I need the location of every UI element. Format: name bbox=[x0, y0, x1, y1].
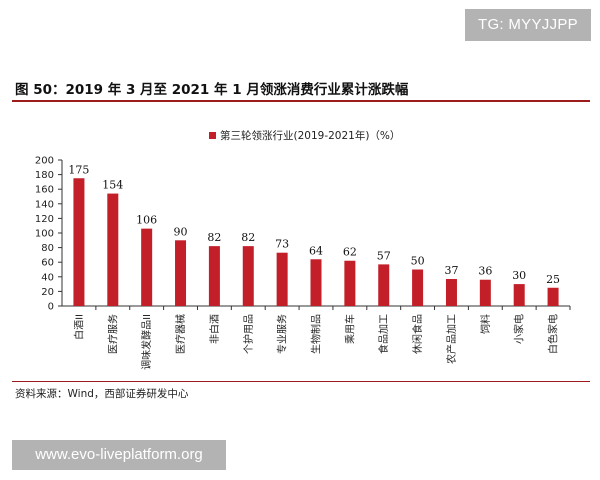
category-label: 休闲食品 bbox=[411, 314, 424, 354]
data-label: 90 bbox=[174, 225, 188, 238]
bar bbox=[141, 228, 153, 306]
data-label: 106 bbox=[136, 214, 157, 227]
source-note: 资料来源：Wind，西部证券研发中心 bbox=[15, 388, 189, 400]
data-label: 73 bbox=[275, 238, 289, 251]
data-label: 25 bbox=[546, 273, 560, 286]
y-tick-label: 180 bbox=[35, 170, 54, 181]
bar bbox=[310, 259, 322, 306]
y-tick-label: 200 bbox=[35, 156, 54, 167]
data-label: 62 bbox=[343, 246, 357, 259]
bar bbox=[175, 240, 187, 306]
bars bbox=[73, 178, 559, 306]
data-label: 82 bbox=[207, 231, 221, 244]
y-tick-label: 40 bbox=[41, 272, 54, 283]
title-divider bbox=[12, 100, 590, 102]
bar bbox=[513, 284, 525, 306]
bar bbox=[107, 193, 119, 306]
bar bbox=[73, 178, 85, 306]
y-tick-label: 0 bbox=[48, 302, 54, 313]
bar bbox=[276, 252, 288, 306]
category-label: 白色家电 bbox=[547, 314, 560, 354]
legend: 第三轮领涨行业(2019-2021年)（%） bbox=[209, 129, 400, 142]
legend-swatch bbox=[209, 132, 216, 139]
data-label: 64 bbox=[309, 244, 323, 257]
category-label: 专业服务 bbox=[276, 314, 289, 354]
watermark-bottom: www.evo-liveplatform.org bbox=[12, 440, 226, 470]
bar bbox=[479, 279, 491, 306]
source-divider bbox=[12, 381, 590, 382]
bar bbox=[412, 269, 424, 306]
legend-label: 第三轮领涨行业(2019-2021年)（%） bbox=[220, 129, 400, 142]
y-tick-label: 80 bbox=[41, 243, 54, 254]
category-label: 乘用车 bbox=[343, 314, 356, 344]
data-label: 175 bbox=[68, 163, 89, 176]
category-label: 个护用品 bbox=[242, 314, 255, 354]
bar bbox=[547, 287, 559, 306]
data-label: 50 bbox=[411, 255, 425, 268]
category-labels: 白酒II 医疗服务 调味发酵品II 医疗器械 非白酒 个护用品 专业服务 生物制品 乘用车 食品加… bbox=[72, 314, 559, 370]
figure-title: 图 50：2019 年 3 月至 2021 年 1 月领涨消费行业累计涨跌幅 bbox=[15, 82, 409, 98]
category-label: 非白酒 bbox=[208, 314, 221, 344]
y-tick-label: 60 bbox=[41, 258, 54, 269]
data-label: 57 bbox=[377, 249, 391, 262]
data-label: 154 bbox=[102, 179, 123, 192]
y-tick-label: 120 bbox=[35, 214, 54, 225]
category-label: 医疗服务 bbox=[106, 314, 119, 354]
data-label: 36 bbox=[478, 265, 492, 278]
y-tick-label: 140 bbox=[35, 199, 54, 210]
category-label: 白酒II bbox=[72, 314, 85, 340]
category-label: 生物制品 bbox=[310, 314, 323, 354]
category-label: 小家电 bbox=[513, 314, 526, 344]
category-label: 食品加工 bbox=[377, 314, 390, 354]
bar bbox=[242, 246, 254, 306]
category-label: 饲料 bbox=[479, 314, 492, 334]
bar bbox=[344, 260, 356, 306]
y-tick-label: 160 bbox=[35, 185, 54, 196]
y-tick-label: 20 bbox=[41, 287, 54, 298]
bar bbox=[208, 246, 220, 306]
bar bbox=[445, 278, 457, 306]
bar bbox=[378, 264, 390, 306]
category-label: 调味发酵品II bbox=[140, 314, 153, 370]
watermark-top: TG: MYYJJPP bbox=[465, 9, 591, 41]
y-tick-label: 100 bbox=[35, 229, 54, 240]
data-label: 37 bbox=[444, 264, 458, 277]
data-label: 30 bbox=[512, 269, 526, 282]
data-label: 82 bbox=[241, 231, 255, 244]
value-labels: 175 154 106 90 82 82 73 64 62 57 50 37 36 30 25 bbox=[68, 163, 560, 286]
category-label: 农产品加工 bbox=[445, 314, 458, 364]
category-label: 医疗器械 bbox=[174, 314, 187, 354]
